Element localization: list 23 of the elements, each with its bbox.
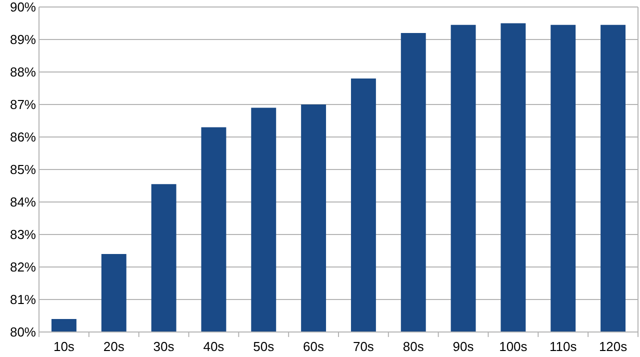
y-tick-label: 86% <box>10 130 36 145</box>
x-tick-label: 30s <box>153 339 175 354</box>
x-tick-label: 80s <box>402 339 424 354</box>
y-tick-label: 83% <box>10 227 36 242</box>
y-tick-label: 89% <box>10 32 36 48</box>
x-tick-label: 100s <box>499 339 528 354</box>
y-tick-label: 80% <box>10 324 36 340</box>
y-tick-label: 87% <box>10 97 36 112</box>
x-tick-label: 110s <box>550 339 578 354</box>
x-tick-label: 10s <box>53 339 75 354</box>
x-tick-label: 120s <box>598 339 628 354</box>
x-tick-label: 60s <box>303 339 325 354</box>
x-tick-label: 50s <box>253 339 275 354</box>
y-tick-label: 81% <box>10 292 36 308</box>
x-tick-label: 40s <box>203 339 225 354</box>
y-tick-label: 90% <box>10 0 36 15</box>
y-tick-label: 84% <box>10 194 36 210</box>
x-tick-label: 90s <box>452 339 474 354</box>
x-tick-label: 70s <box>352 339 374 354</box>
y-tick-label: 85% <box>10 162 36 178</box>
y-tick-label: 88% <box>10 64 36 80</box>
y-tick-label: 82% <box>10 260 36 275</box>
x-tick-label: 20s <box>103 339 125 354</box>
